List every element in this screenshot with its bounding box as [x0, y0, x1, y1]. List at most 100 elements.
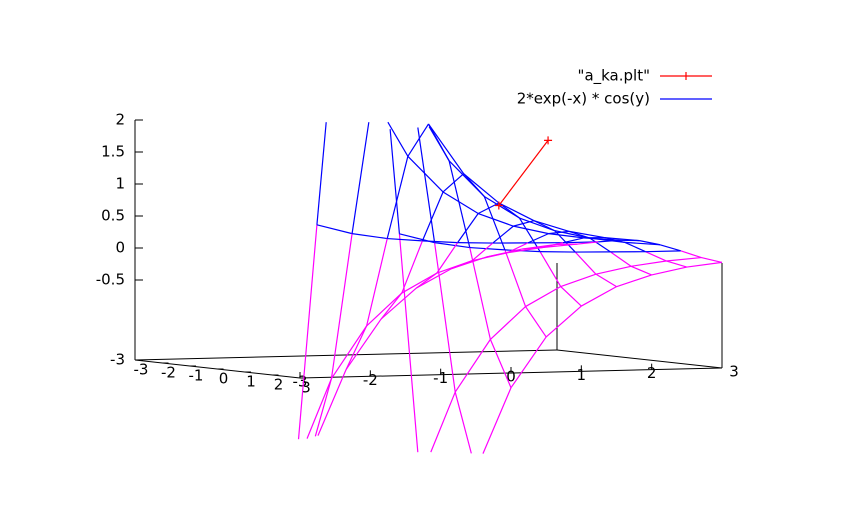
mesh-line: [486, 248, 522, 258]
mesh-line: [345, 318, 382, 371]
mesh-line: [416, 268, 452, 289]
mesh-line: [389, 129, 401, 234]
mesh-line: [398, 233, 419, 453]
mesh-line: [401, 272, 438, 294]
base-edge: [556, 349, 723, 369]
mesh-line: [666, 256, 702, 262]
x-tick-label: 2: [647, 364, 657, 382]
mesh-line: [545, 305, 582, 338]
mesh-line: [562, 237, 584, 244]
mesh-line: [345, 325, 368, 370]
mesh-line: [407, 155, 444, 193]
mesh-line: [477, 202, 500, 215]
y-tick-label: 1: [246, 373, 256, 391]
mesh-line: [686, 261, 723, 268]
mesh-line: [422, 240, 458, 244]
y-tick-label: 2: [274, 376, 284, 394]
mesh-line: [483, 196, 506, 251]
mesh-line: [454, 339, 491, 393]
mesh-line: [595, 273, 617, 288]
mesh-line: [624, 241, 646, 253]
x-tick-label: 0: [506, 368, 516, 386]
mesh-line: [330, 325, 368, 379]
z-tick-label: 0.5: [101, 207, 125, 225]
mesh-line: [498, 202, 535, 222]
mesh-line: [589, 237, 611, 253]
mesh-line: [316, 224, 353, 235]
mesh-line: [539, 251, 562, 287]
mesh-line: [560, 273, 597, 288]
y-tick-label: -1: [189, 367, 204, 385]
legend-label: "a_ka.plt": [578, 67, 650, 86]
mesh-line: [463, 173, 485, 197]
mesh-line: [630, 265, 652, 276]
mesh-line: [519, 217, 555, 232]
mesh-line: [457, 213, 479, 243]
mesh-line: [421, 191, 444, 242]
mesh-line: [366, 238, 388, 327]
mesh-line: [471, 242, 494, 262]
mesh-line: [645, 251, 667, 262]
mesh-line: [581, 286, 617, 307]
mesh-line: [317, 369, 347, 436]
mesh-line: [436, 242, 459, 274]
mesh-line: [386, 156, 409, 239]
y-tick-label: -2: [161, 364, 176, 382]
data-line: [498, 140, 549, 206]
mesh-line: [442, 191, 479, 215]
mesh-line: [330, 233, 353, 379]
mesh-line: [666, 260, 688, 268]
mesh-line: [577, 241, 599, 245]
mesh-line: [574, 251, 597, 275]
mesh-line: [598, 239, 619, 243]
x-tick-label: 3: [729, 363, 739, 381]
mesh-line: [630, 260, 667, 267]
x-tick-label: 1: [577, 366, 587, 384]
mesh-line: [380, 292, 403, 320]
mesh-line: [463, 173, 500, 204]
mesh-line: [639, 240, 661, 246]
mesh-line: [306, 378, 333, 439]
mesh-line: [316, 122, 327, 225]
mesh-line: [525, 306, 547, 338]
mesh-line: [380, 287, 417, 320]
y-tick-label: 3: [301, 379, 311, 397]
mesh-line: [645, 250, 681, 253]
mesh-line: [489, 339, 512, 388]
mesh-line: [469, 246, 505, 251]
mesh-line: [492, 225, 514, 244]
mesh-line: [701, 257, 723, 263]
mesh-line: [433, 242, 456, 393]
mesh-line: [569, 230, 605, 239]
mesh-line: [513, 220, 535, 227]
base-edge: [134, 349, 558, 361]
mesh-line: [314, 378, 333, 437]
mesh-line: [595, 265, 632, 275]
mesh-line: [352, 233, 388, 240]
mesh-line: [513, 225, 549, 235]
y-tick-label: -3: [134, 361, 149, 379]
mesh-line: [366, 292, 403, 327]
mesh-line: [442, 173, 465, 193]
mesh-line: [533, 220, 570, 232]
y-tick-label: 0: [219, 370, 229, 388]
mesh-line: [428, 123, 465, 175]
z-tick-label: 2: [115, 111, 125, 129]
mesh-line: [401, 240, 423, 294]
mesh-line: [651, 266, 687, 276]
mesh-line: [407, 123, 430, 157]
mesh-line: [351, 122, 370, 234]
mesh-line: [525, 286, 562, 308]
z-tick-label: 1: [115, 175, 125, 193]
mesh-line: [624, 241, 661, 246]
z-tick-label: 1.5: [101, 143, 125, 161]
mesh-line: [387, 237, 423, 242]
mesh-line: [507, 242, 529, 254]
mesh-line: [387, 121, 409, 157]
mesh-line: [448, 160, 471, 248]
mesh-line: [430, 391, 456, 453]
mesh-line: [489, 306, 526, 340]
mesh-line: [454, 391, 472, 454]
